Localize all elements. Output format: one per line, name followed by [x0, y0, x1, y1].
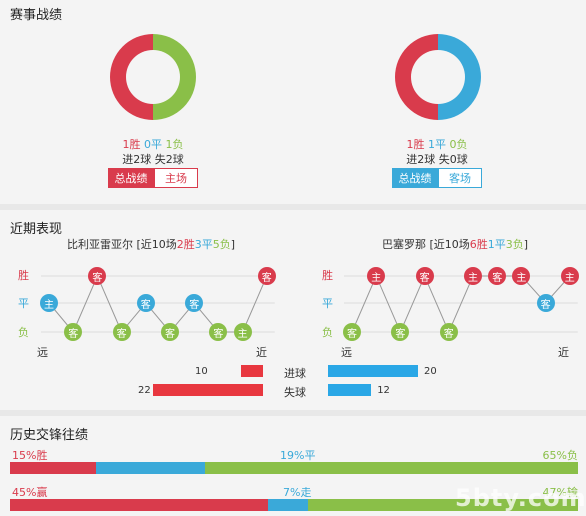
- left-record-counts: 1胜 0平 1负: [103, 136, 203, 152]
- right-near-label: 近: [558, 346, 569, 359]
- left-form-point-3: 客: [88, 267, 107, 285]
- left-goals-summary: 进2球 失2球: [122, 153, 184, 166]
- right-team-name: 巴塞罗那: [382, 238, 426, 251]
- left-near-label: 近: [256, 346, 267, 359]
- right-y-label-win: 胜: [322, 269, 333, 282]
- history-title: 历史交锋往绩: [10, 428, 89, 443]
- left-form-point-2: 客: [64, 323, 83, 341]
- history-panel: 历史交锋往绩 15%胜 19%平 65%负 45%赢 7%走 47%输: [0, 416, 586, 516]
- right-record-donut: [395, 34, 481, 120]
- right-form-point-6: 主: [464, 267, 482, 285]
- right-team-recent-summary: 巴塞罗那 [近10场6胜1平3负]: [382, 238, 529, 251]
- history-row2-left-label: 45%赢: [12, 486, 48, 499]
- history-row1-right-label: 65%负: [542, 449, 578, 462]
- left-far-label: 远: [37, 346, 48, 359]
- record-panel: 赛事战绩 1胜 0平 1负 进2球 失2球 总战绩 主场 1胜 1平 0负 进2…: [0, 0, 586, 204]
- tab-away[interactable]: 客场: [438, 168, 482, 188]
- right-goals-against-bar: [328, 384, 372, 396]
- left-goals-for-bar: [240, 365, 263, 377]
- left-draw-count: 0平: [144, 138, 162, 151]
- goals-for-label: 进球: [284, 367, 306, 380]
- left-form-point-7: 客: [185, 294, 204, 312]
- right-form-point-1: 客: [343, 323, 361, 341]
- left-record-tabs: 总战绩 主场: [108, 168, 198, 190]
- history-row1-left-label: 15%胜: [12, 449, 48, 462]
- recent-panel: 近期表现 比利亚雷亚尔 [近10场2胜3平5负] 巴塞罗那 [近10场6胜1平3…: [0, 210, 586, 410]
- left-loss-count: 1负: [165, 138, 184, 151]
- right-y-label-draw: 平: [322, 297, 333, 310]
- left-form-point-8: 客: [209, 323, 228, 341]
- right-form-point-2: 主: [367, 267, 386, 285]
- goals-against-label: 失球: [284, 386, 306, 399]
- row1bars-loss-segment: [205, 462, 578, 474]
- right-far-label: 远: [341, 346, 352, 359]
- right-y-label-loss: 负: [322, 326, 333, 339]
- watermark: 5bty.com: [455, 484, 586, 512]
- left-y-label-draw: 平: [18, 297, 29, 310]
- right-record-tabs: 总战绩 客场: [392, 168, 482, 190]
- right-form-line: [351, 274, 571, 334]
- left-goals-against-bar: [153, 384, 263, 396]
- left-goals-against-value: 22: [138, 385, 151, 396]
- left-form-point-5: 客: [136, 294, 155, 312]
- right-goals-against-value: 12: [377, 385, 390, 396]
- left-form-point-6: 客: [161, 323, 179, 341]
- left-form-line: [48, 274, 268, 333]
- left-win-count: 1胜: [122, 138, 141, 151]
- right-draw-count: 1平: [428, 138, 446, 151]
- row1bars-draw-segment: [96, 462, 206, 474]
- tab-home[interactable]: 主场: [154, 168, 198, 188]
- row2bars-draw-segment: [268, 499, 309, 511]
- right-record-counts: 1胜 1平 0负: [387, 136, 487, 152]
- left-y-label-loss: 负: [18, 326, 29, 339]
- left-form-point-9: 主: [233, 323, 252, 341]
- right-win-count: 1胜: [406, 138, 425, 151]
- left-record-donut: [110, 34, 196, 120]
- left-form-point-10: 客: [257, 267, 276, 285]
- right-goals-for-bar: [328, 365, 418, 377]
- left-team-recent-summary: 比利亚雷亚尔 [近10场2胜3平5负]: [67, 238, 236, 251]
- right-form-point-7: 客: [488, 267, 507, 285]
- left-goals-for-value: 10: [195, 366, 208, 377]
- recent-title: 近期表现: [10, 222, 63, 237]
- right-form-point-8: 主: [512, 267, 531, 285]
- right-form-point-10: 主: [560, 267, 579, 285]
- history-row2-mid-label: 7%走: [283, 486, 312, 499]
- right-form-point-5: 客: [439, 323, 458, 341]
- left-y-label-win: 胜: [18, 269, 29, 282]
- tab-total-record-right[interactable]: 总战绩: [392, 168, 438, 188]
- history-row1-mid-label: 19%平: [280, 449, 316, 462]
- record-title: 赛事战绩: [10, 8, 63, 23]
- right-form-point-4: 客: [415, 267, 434, 285]
- row2bars-win-segment: [10, 499, 269, 511]
- left-form-point-1: 主: [40, 294, 58, 312]
- right-loss-count: 0负: [449, 138, 468, 151]
- row1bars-win-segment: [10, 462, 97, 474]
- right-goals-summary: 进2球 失0球: [406, 153, 468, 166]
- right-form-point-3: 客: [391, 323, 410, 341]
- history-row2-right-label: 47%输: [542, 486, 578, 499]
- left-team-name: 比利亚雷亚尔: [67, 238, 133, 251]
- row2bars-loss-segment: [308, 499, 578, 511]
- left-form-point-4: 客: [112, 323, 131, 341]
- right-goals-for-value: 20: [424, 366, 437, 377]
- tab-total-record-left[interactable]: 总战绩: [108, 168, 154, 188]
- right-form-point-9: 客: [536, 294, 555, 312]
